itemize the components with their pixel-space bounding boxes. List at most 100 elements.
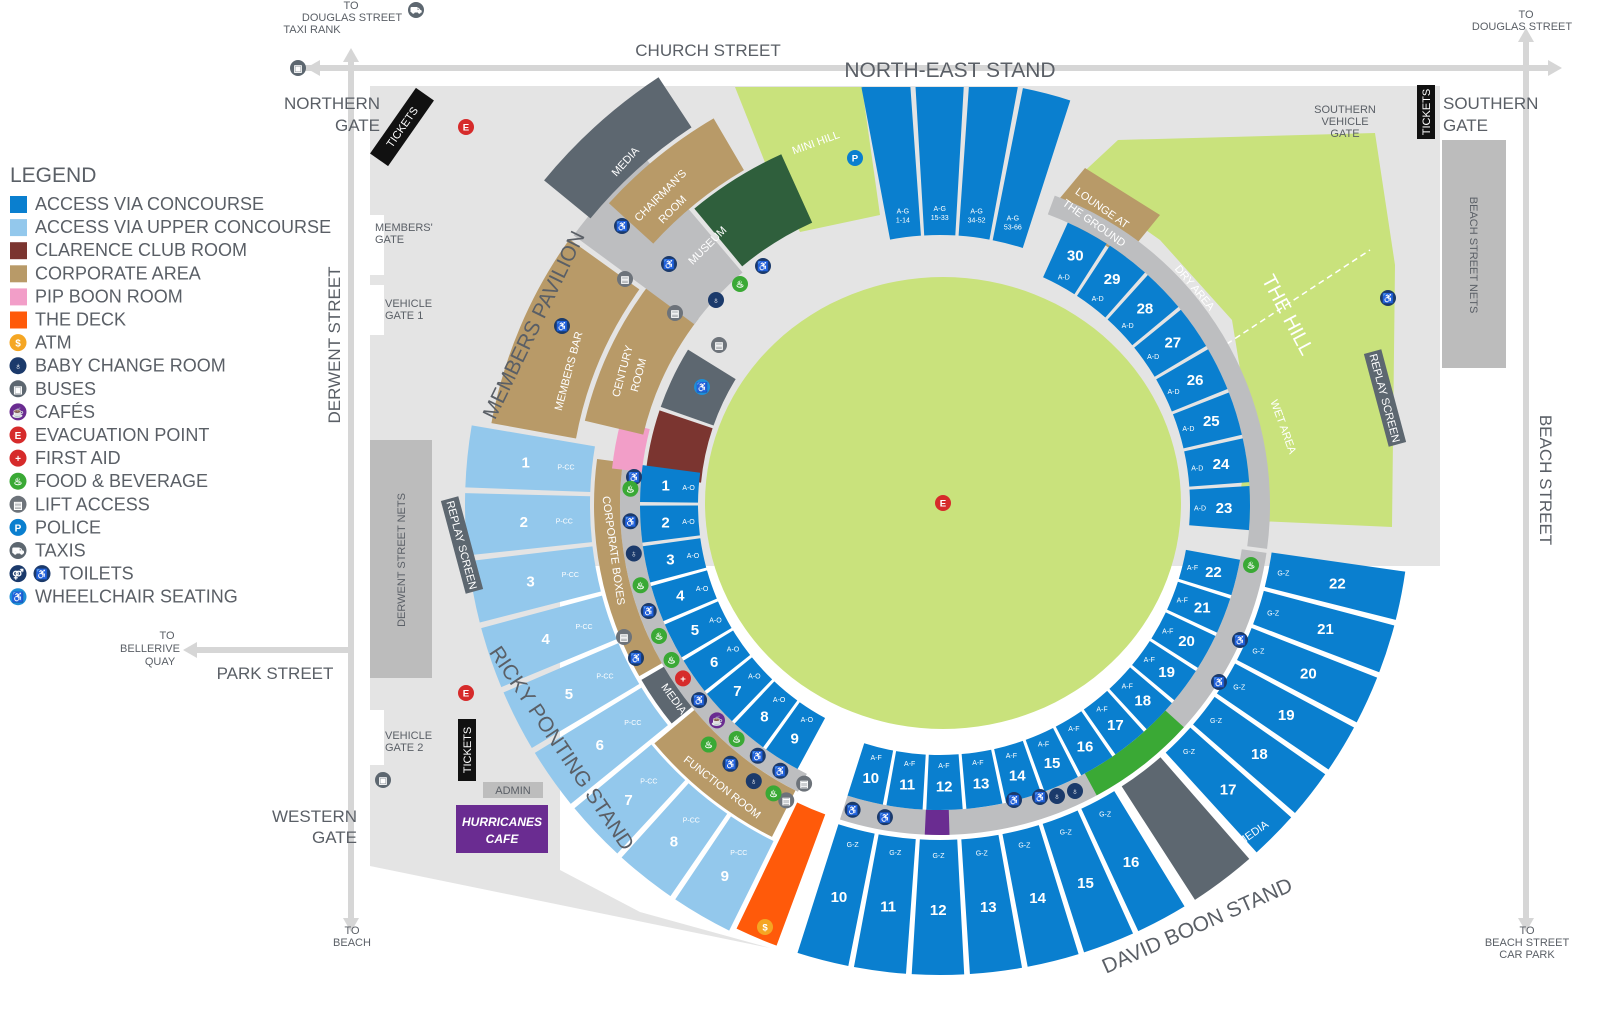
- the-hill: [1075, 133, 1395, 527]
- section-david-boon-lower[interactable]: 16 A-F: [1055, 711, 1113, 776]
- legend-item: P POLICE: [9, 517, 101, 537]
- section-shape: [926, 754, 963, 810]
- section-hill-side[interactable]: 23 A-D: [1189, 485, 1250, 531]
- legend-label: EVACUATION POINT: [35, 425, 209, 445]
- section-ricky-ponting-upper[interactable]: 8 P-CC: [621, 783, 728, 897]
- section-hill-side[interactable]: 28A-D: [1107, 274, 1179, 346]
- direction-label: BELLERIVE: [120, 643, 180, 655]
- legend-label: ACCESS VIA UPPER CONCOURSE: [35, 217, 331, 237]
- legend-label: THE DECK: [35, 310, 126, 330]
- svg-text:TICKETS: TICKETS: [1421, 89, 1433, 135]
- section-ricky-ponting-upper[interactable]: 3 P-CC: [468, 546, 601, 623]
- toilets-icon: ♿: [755, 258, 771, 274]
- section-ricky-ponting-upper[interactable]: 4 P-CC: [481, 595, 617, 688]
- section-rows: A-O: [801, 717, 814, 724]
- section-rows: G-Z: [1277, 571, 1290, 578]
- section-ricky-ponting-lower[interactable]: 3 A-O: [642, 538, 707, 583]
- section-david-boon-upper[interactable]: 20 G-Z: [1237, 628, 1378, 723]
- section-david-boon-upper[interactable]: 17 G-Z: [1165, 727, 1292, 853]
- svg-text:P: P: [15, 523, 22, 534]
- section-david-boon-lower[interactable]: 19A-F: [1132, 641, 1196, 701]
- section-david-boon-lower[interactable]: 12 A-F: [926, 754, 963, 810]
- section-hill-side[interactable]: 24 A-D: [1184, 438, 1250, 487]
- section-rows: A-F: [1144, 657, 1155, 664]
- section-david-boon-lower[interactable]: 15 A-F: [1025, 727, 1078, 792]
- svg-text:♿: ♿: [1008, 795, 1020, 807]
- section-ricky-ponting-lower[interactable]: 4 A-O: [651, 570, 717, 622]
- section-david-boon-upper[interactable]: 19 G-Z: [1216, 663, 1355, 770]
- derwent-nets-label: DERWENT STREET NETS: [396, 493, 408, 627]
- section-david-boon-lower[interactable]: 11 A-F: [886, 751, 926, 810]
- svg-text:♨: ♨: [636, 581, 645, 592]
- section-david-boon-lower[interactable]: 13 A-F: [961, 749, 1003, 809]
- svg-text:♨: ♨: [14, 477, 23, 488]
- section-number: 7: [733, 683, 741, 700]
- section-number: 20: [1300, 665, 1317, 682]
- section-ricky-ponting-upper[interactable]: 7 P-CC: [574, 744, 686, 854]
- section-david-boon-upper[interactable]: 21 G-Z: [1253, 590, 1395, 673]
- legend-item: PIP BOON ROOM: [10, 286, 183, 306]
- section-north-east[interactable]: A-G 53-66: [992, 88, 1071, 248]
- lift-icon: ▤: [617, 271, 633, 287]
- section-david-boon-upper[interactable]: 15 G-Z: [1042, 810, 1134, 953]
- section-david-boon-lower[interactable]: 20 A-F: [1151, 612, 1216, 668]
- section-david-boon-upper[interactable]: 13 G-Z: [961, 834, 1023, 975]
- section-rows: A-F: [904, 761, 915, 768]
- evacuation-icon: E: [458, 119, 474, 135]
- section-hill-side[interactable]: 29 A-D: [1076, 245, 1146, 318]
- section-number: 1: [662, 477, 670, 494]
- section-north-east[interactable]: A-G 1-14: [861, 81, 921, 240]
- section-number: 11: [899, 777, 915, 794]
- toilets-icon: ♿: [691, 692, 708, 709]
- section-ricky-ponting-lower[interactable]: 7 A-O: [706, 657, 773, 722]
- section-ricky-ponting-lower[interactable]: 5 A-O: [664, 601, 732, 658]
- section-ricky-ponting-lower[interactable]: 1 A-O: [640, 465, 701, 503]
- section-ricky-ponting-upper[interactable]: 1 P-CC: [465, 425, 595, 493]
- section-david-boon-lower[interactable]: 21 A-F: [1167, 581, 1231, 633]
- section-rows: A-F: [1006, 753, 1017, 760]
- section-david-boon-upper[interactable]: 22 G-Z: [1264, 552, 1406, 620]
- legend-item: ▣ BUSES: [9, 379, 96, 399]
- section-number: 19: [1278, 707, 1295, 724]
- beach-street-nets: [1442, 140, 1506, 368]
- section-david-boon-lower[interactable]: 17A-F: [1083, 690, 1144, 755]
- section-hill-side[interactable]: 30 A-D: [1043, 222, 1107, 295]
- section-hill-side[interactable]: 26 A-D: [1156, 349, 1228, 412]
- section-hill-side[interactable]: 27 A-D: [1134, 309, 1207, 377]
- section-ricky-ponting-upper[interactable]: 2 P-CC: [464, 493, 592, 556]
- section-david-boon-upper[interactable]: 12 G-Z: [911, 839, 965, 975]
- section-ricky-ponting-lower[interactable]: 8 A-O: [734, 681, 798, 748]
- legend-label: WHEELCHAIR SEATING: [35, 587, 238, 607]
- section-rows: G-Z: [932, 853, 945, 860]
- svg-text:☕: ☕: [711, 715, 723, 727]
- legend-item: E EVACUATION POINT: [9, 425, 209, 445]
- section-ricky-ponting-lower[interactable]: 2 A-O: [640, 505, 700, 543]
- section-david-boon-upper[interactable]: 11 G-Z: [853, 834, 916, 974]
- legend-item: THE DECK: [10, 310, 126, 330]
- section-north-east[interactable]: A-G 34-52: [958, 81, 1018, 240]
- section-david-boon-upper[interactable]: 18 G-Z: [1193, 696, 1326, 814]
- section-ricky-ponting-lower[interactable]: 6 A-O: [683, 630, 751, 692]
- section-ricky-ponting-lower[interactable]: 9A-O: [766, 702, 826, 770]
- members-bar: [491, 239, 640, 439]
- section-david-boon-upper[interactable]: 14 G-Z: [1002, 825, 1079, 967]
- section-david-boon-lower[interactable]: 14 A-F: [994, 740, 1042, 803]
- section-north-east[interactable]: A-G 15-33: [915, 80, 964, 236]
- section-david-boon-upper[interactable]: 10 G-Z: [797, 824, 875, 966]
- legend-item: ACCESS VIA CONCOURSE: [10, 194, 264, 214]
- section-ricky-ponting-upper[interactable]: 5 P-CC: [503, 643, 640, 748]
- section-ricky-ponting-upper[interactable]: 6 P-CC: [534, 687, 668, 804]
- section-david-boon-lower[interactable]: 22 A-F: [1178, 549, 1241, 596]
- section-shape: [1002, 825, 1079, 967]
- section-number: 10: [862, 770, 879, 787]
- section-ricky-ponting-upper[interactable]: 9 P-CC: [675, 816, 774, 931]
- svg-text:♿: ♿: [696, 382, 708, 394]
- section-hill-side[interactable]: 25 A-D: [1172, 392, 1242, 449]
- legend-item: ☕ CAFÉS: [9, 402, 95, 422]
- cafe-icon: ☕: [709, 712, 726, 729]
- lift-icon: ▤: [667, 305, 683, 321]
- section-david-boon-upper[interactable]: 16 G-Z: [1081, 791, 1185, 932]
- section-rows: A-D: [1122, 323, 1134, 330]
- section-david-boon-lower[interactable]: 18A-F: [1109, 667, 1172, 730]
- section-david-boon-lower[interactable]: 10 A-F: [847, 743, 894, 805]
